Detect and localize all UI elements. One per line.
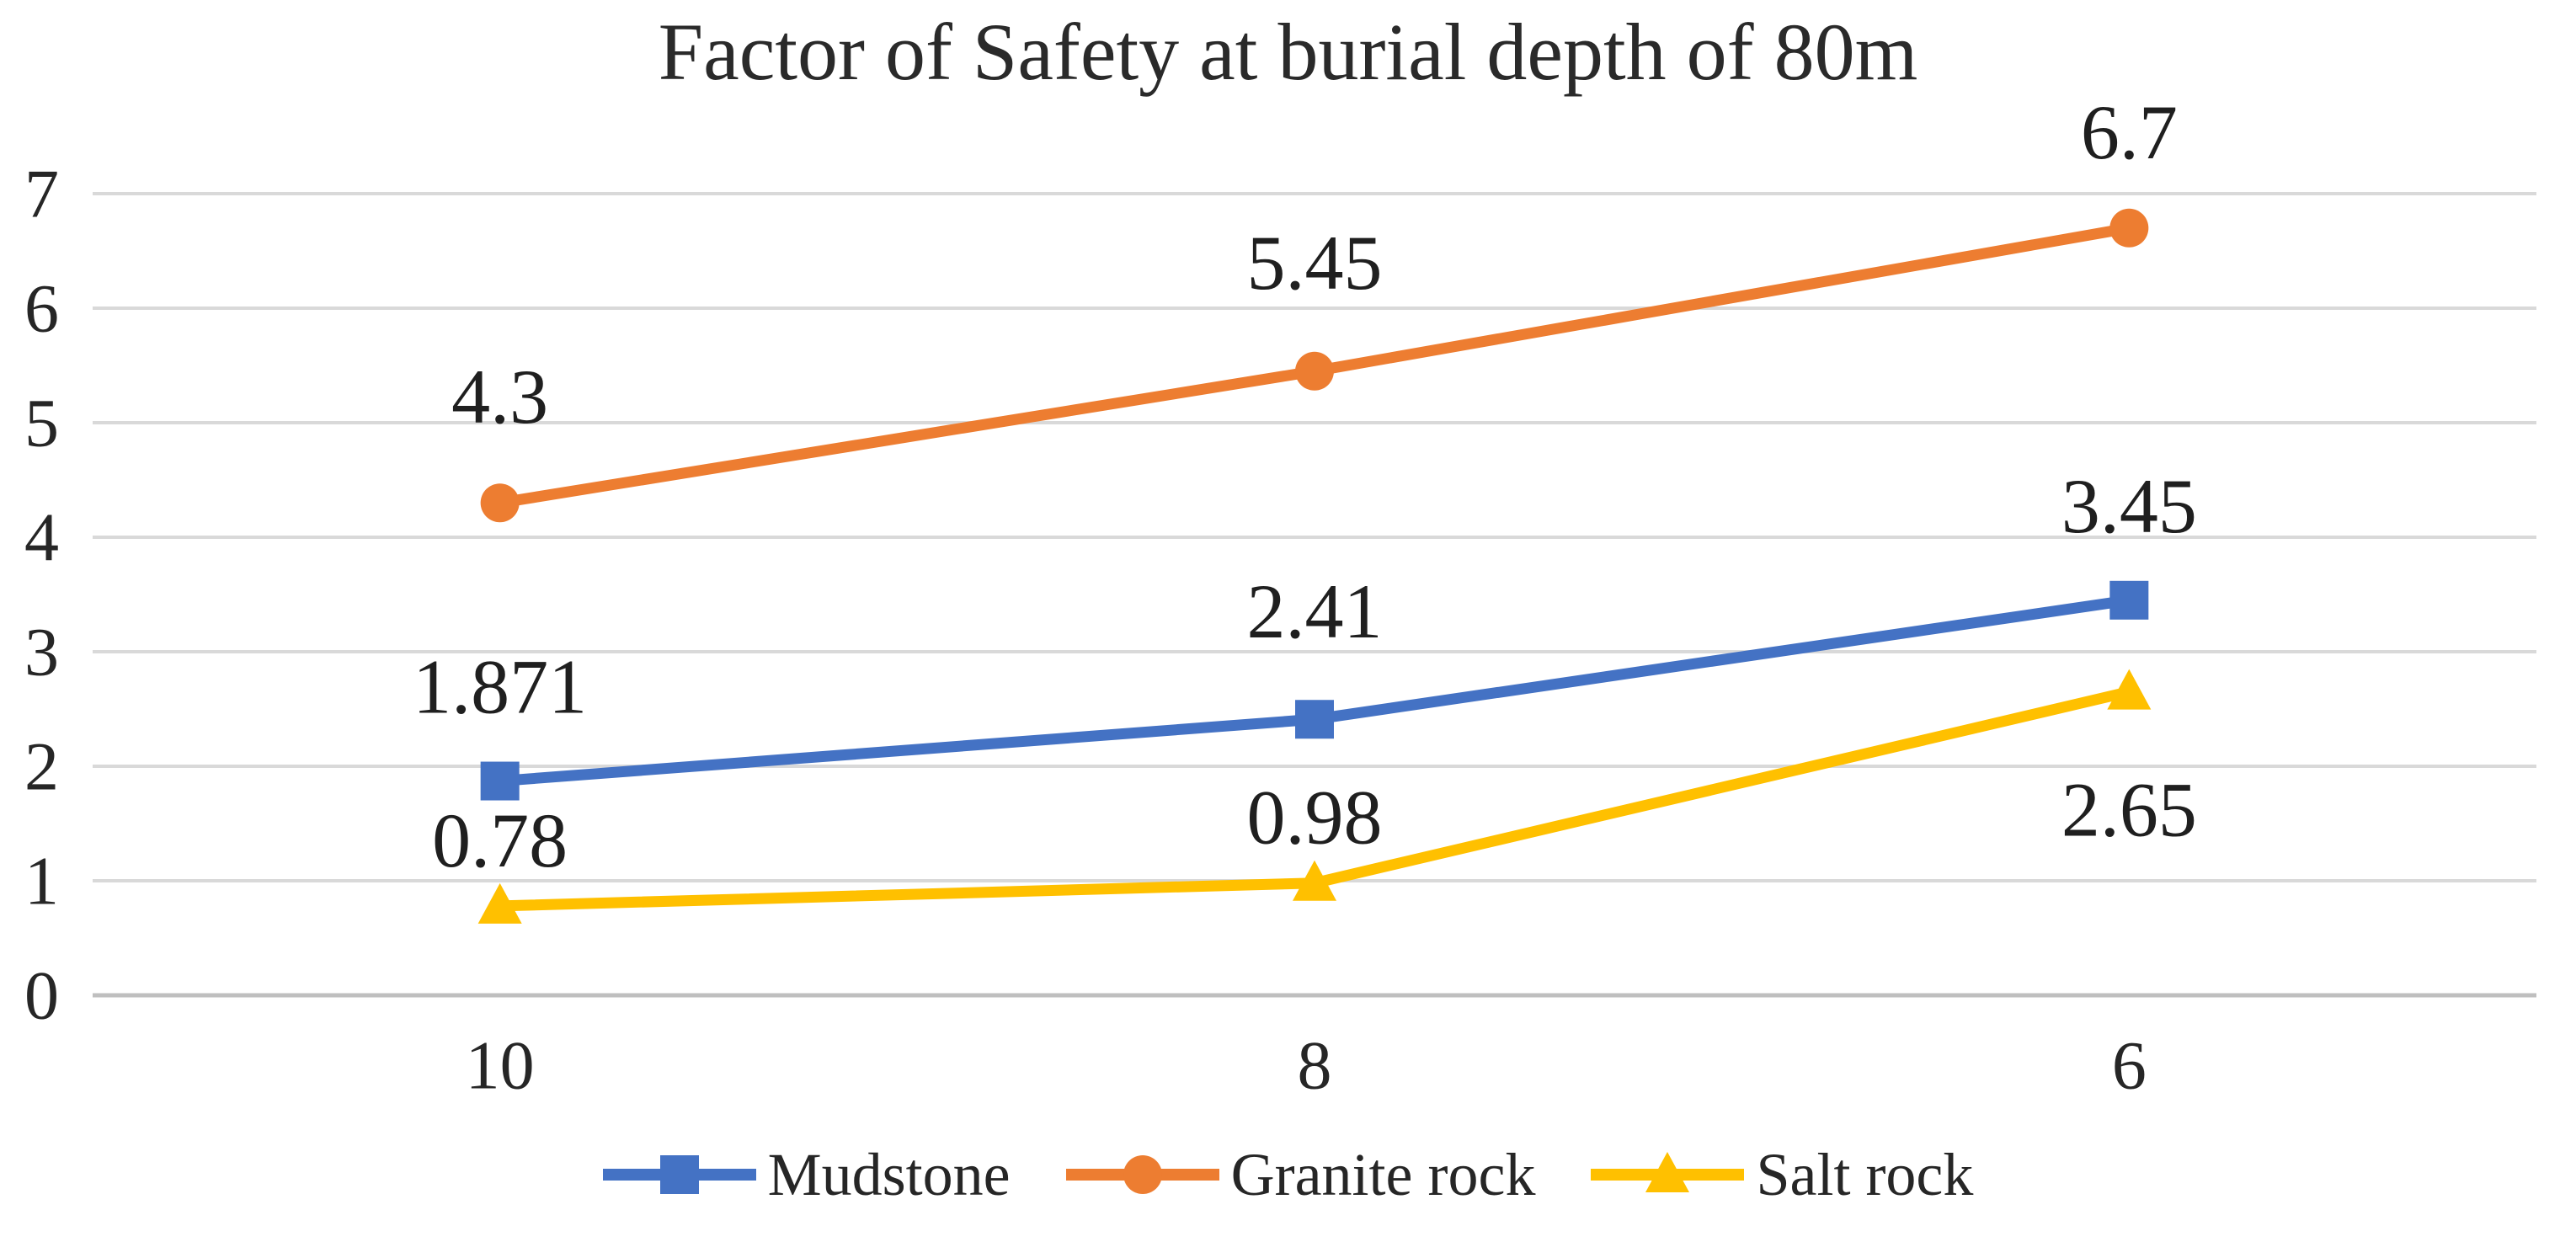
y-tick-label-1: 1 [24,843,59,920]
legend-swatch-square-icon [602,1155,756,1194]
data-label-mudstone-6: 3.45 [2061,463,2197,549]
y-tick-label-6: 6 [24,270,59,347]
marker-mudstone-10 [480,761,520,801]
marker-granite-rock-10 [480,483,520,523]
x-tick-label-6: 6 [2112,1027,2147,1104]
marker-salt-rock-6 [2107,669,2152,710]
legend-swatch-triangle-icon [1591,1152,1745,1192]
marker-salt-rock-10 [477,882,522,924]
data-label-salt-rock-6: 2.65 [2061,767,2197,853]
data-label-mudstone-8: 2.41 [1247,568,1383,654]
data-label-granite-rock-8: 5.45 [1247,220,1383,306]
legend: Mudstone Granite rock Salt rock [0,1128,2576,1221]
legend-marker-square [659,1155,699,1194]
legend-swatch-circle-icon [1065,1155,1219,1194]
legend-item-mudstone: Mudstone [602,1141,1011,1208]
legend-item-salt-rock: Salt rock [1591,1144,1973,1205]
x-tick-label-10: 10 [466,1027,535,1104]
series-salt-rock: 0.78 0.98 2.65 [432,669,2197,924]
y-tick-label-3: 3 [24,614,59,690]
y-tick-label-0: 0 [24,957,59,1034]
data-label-granite-rock-10: 4.3 [451,354,548,440]
legend-item-granite-rock: Granite rock [1065,1141,1536,1208]
y-tick-label-7: 7 [24,156,59,232]
series-mudstone: 1.871 2.41 3.45 [413,463,2197,801]
chart-title: Factor of Safety at burial depth of 80m [658,7,1918,97]
legend-label-mudstone: Mudstone [767,1141,1011,1208]
legend-label-granite-rock: Granite rock [1230,1141,1536,1208]
y-tick-label-4: 4 [24,499,59,576]
marker-granite-rock-6 [2109,208,2149,248]
marker-granite-rock-8 [1295,351,1334,391]
series-granite-rock: 4.3 5.45 6.7 [451,89,2178,523]
data-label-salt-rock-10: 0.78 [432,797,568,883]
data-label-mudstone-10: 1.871 [413,644,587,730]
marker-salt-rock-8 [1293,860,1336,901]
legend-marker-triangle [1645,1152,1690,1192]
y-tick-label-2: 2 [24,728,59,805]
legend-label-salt-rock: Salt rock [1756,1141,1974,1208]
marker-mudstone-8 [1295,700,1334,739]
data-label-salt-rock-8: 0.98 [1247,775,1383,861]
legend-marker-circle [1123,1155,1162,1194]
y-tick-label-5: 5 [24,385,59,461]
x-tick-label-8: 8 [1298,1027,1332,1104]
marker-mudstone-6 [2109,580,2149,620]
data-label-granite-rock-6: 6.7 [2081,89,2178,175]
